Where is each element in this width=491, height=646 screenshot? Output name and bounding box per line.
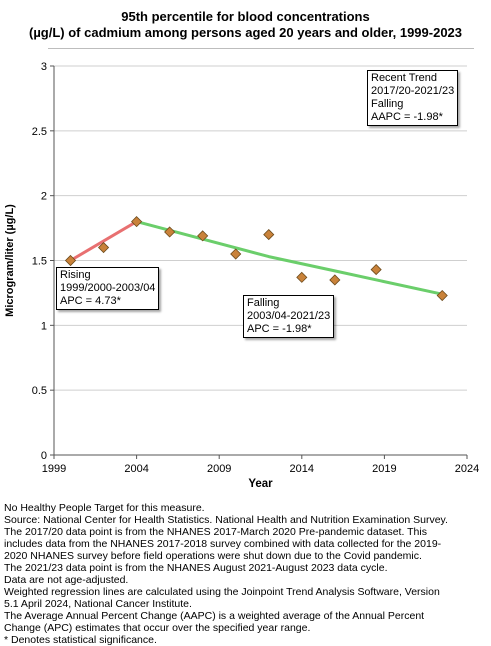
title-divider (48, 48, 474, 49)
y-tick-label: 0.5 (32, 385, 47, 397)
data-point (436, 289, 448, 302)
chart-title-line1: 95th percentile for blood concentrations (121, 9, 370, 24)
data-point (230, 248, 242, 260)
note-line: Change (APC) estimates that occur over t… (4, 622, 311, 634)
note-line: * Denotes statistical significance. (4, 634, 157, 646)
note-line: No Healthy People Target for this measur… (4, 502, 205, 514)
y-tick-label: 1 (41, 320, 47, 332)
data-point (131, 216, 143, 228)
recent-trend-direction: Falling (371, 98, 404, 110)
note-line: Data are not age-adjusted. (4, 574, 129, 586)
falling-trend-box: Falling 2003/04-2021/23 APC = -1.98* (243, 295, 335, 338)
trend-line (69, 220, 139, 262)
rising-trend-box: Rising 1999/2000-2003/04 APC = 4.73* (56, 267, 160, 310)
recent-trend-box: Recent Trend 2017/20-2021/23 Falling AAP… (367, 70, 459, 126)
note-line: The Average Annual Percent Change (AAPC)… (4, 610, 425, 622)
data-point (197, 230, 209, 242)
note-line: 5.1 April 2024, National Cancer Institut… (4, 598, 192, 610)
note-line: The 2017/20 data point is from the NHANE… (4, 526, 427, 538)
y-axis-label: Microgram/liter (µg/L) (4, 204, 16, 317)
chart-title: 95th percentile for blood concentrations… (0, 9, 491, 41)
footnotes: No Healthy People Target for this measur… (4, 502, 488, 646)
falling-apc: APC = -1.98* (247, 323, 312, 335)
x-axis-label: Year (248, 478, 273, 490)
line-chart: 0 0.5 1 1.5 2 2.5 3 1999 2004 2009 2014 2019 2024 Yea… (4, 61, 479, 490)
recent-trend-label: Recent Trend (371, 72, 438, 84)
note-line: Weighted regression lines are calculated… (4, 586, 440, 598)
rising-apc: APC = 4.73* (60, 295, 121, 307)
data-point (97, 241, 110, 254)
note-line: The 2021/23 data point is from the NHANE… (4, 562, 388, 574)
data-point (296, 271, 308, 283)
note-line: Source: National Center for Health Stati… (4, 514, 448, 526)
recent-trend-aapc: AAPC = -1.98* (371, 111, 443, 123)
falling-period: 2003/04-2021/23 (247, 310, 331, 322)
note-line: 2020 NHANES survey before field operatio… (4, 550, 422, 562)
y-tick-label: 2.5 (32, 126, 47, 138)
y-tick-label: 1.5 (32, 256, 47, 268)
rising-period: 1999/2000-2003/04 (60, 282, 156, 294)
y-tick-label: 3 (41, 61, 47, 73)
falling-label: Falling (247, 297, 280, 309)
chart-title-line2: (µg/L) of cadmium among persons aged 20 … (28, 25, 463, 40)
x-tick-label: 1999 (42, 463, 66, 475)
data-point (370, 264, 382, 276)
data-point (263, 229, 275, 241)
x-tick-label: 2009 (207, 463, 231, 475)
trend-line (135, 220, 444, 296)
x-tick-label: 2014 (290, 463, 314, 475)
recent-trend-period: 2017/20-2021/23 (371, 85, 455, 97)
x-tick-label: 2024 (455, 463, 479, 475)
note-line: includes data from the NHANES 2017-2018 … (4, 538, 442, 550)
y-tick-label: 2 (41, 191, 47, 203)
data-point (64, 254, 77, 267)
rising-label: Rising (60, 269, 91, 281)
x-tick-label: 2004 (124, 463, 148, 475)
y-tick-label: 0 (41, 450, 47, 462)
x-tick-label: 2019 (372, 463, 396, 475)
data-point (329, 274, 341, 286)
data-point (164, 226, 176, 238)
